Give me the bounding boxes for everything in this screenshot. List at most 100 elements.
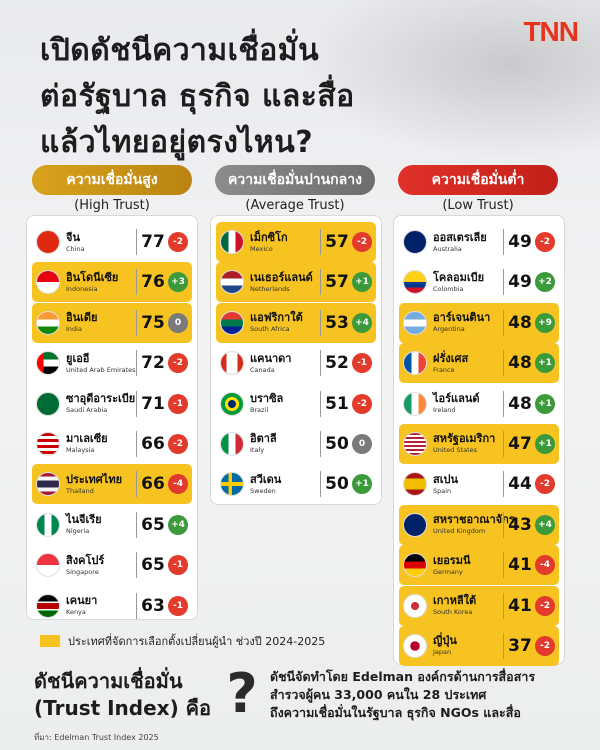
low-trust-list: ออสเตรเลีย Australia 49 -2 โคลอมเบีย Colombia… <box>393 215 565 666</box>
country-name-th: ไนจีเรีย <box>66 513 102 527</box>
trust-score: 66 <box>141 433 165 454</box>
country-row-za: แอฟริกาใต้ South Africa 53 +4 <box>216 302 376 343</box>
country-name-th: สหรัฐอเมริกา <box>433 432 496 446</box>
trust-score: 43 <box>508 514 532 535</box>
country-name-en: South Korea <box>433 608 473 617</box>
score-change-badge: +1 <box>352 272 372 293</box>
country-row-nl: เนเธอร์แลนด์ Netherlands 57 +1 <box>216 262 376 303</box>
country-row-br: บราซิล Brazil 51 -2 <box>216 384 376 424</box>
divider <box>503 269 504 296</box>
country-name-en: Brazil <box>250 406 269 415</box>
country-name-en: South Africa <box>250 325 290 334</box>
description-line-1: ดัชนีจัดทำโดย Edelman องค์กรด้านการสื่อส… <box>270 669 536 684</box>
flag-za-icon <box>220 310 244 335</box>
description-line-2: สำรวจผู้คน 33,000 คนใน 28 ประเทศ <box>270 687 487 702</box>
country-name-th: สหราชอาณาจักร <box>433 513 515 527</box>
country-row-ie: ไอร์แลนด์ Ireland 48 +1 <box>399 384 559 424</box>
score-change-badge: +9 <box>535 312 555 333</box>
high-trust-list: จีน China 77 -2 อินโดนีเซีย Indonesia 76 +3 อินเ… <box>26 215 198 620</box>
country-names: สหราชอาณาจักร United Kingdom <box>433 513 515 536</box>
average-trust-subtitle: (Average Trust) <box>245 198 345 213</box>
score-change-badge: 0 <box>352 433 372 454</box>
country-row-ae: ยูเออี United Arab Emirates 72 -2 <box>32 343 192 383</box>
score-change-badge: -2 <box>535 232 555 252</box>
flag-it-icon <box>220 431 244 456</box>
country-name-th: จีน <box>66 230 80 244</box>
divider <box>503 430 504 457</box>
score-change-badge: -4 <box>535 555 555 576</box>
country-row-kr: เกาหลีใต้ South Korea 41 -2 <box>399 585 559 626</box>
trust-score: 50 <box>325 433 349 454</box>
trust-score: 51 <box>325 393 349 414</box>
country-names: ประเทศไทย Thailand <box>66 473 132 496</box>
country-names: เกาหลีใต้ South Korea <box>433 594 499 617</box>
country-name-en: Sweden <box>250 486 276 495</box>
trust-score: 57 <box>325 272 349 293</box>
trust-score: 71 <box>141 393 165 414</box>
score-change-badge: +1 <box>535 393 555 414</box>
flag-kr-icon <box>403 593 427 618</box>
low-trust-subtitle: (Low Trust) <box>442 198 514 213</box>
trust-score: 44 <box>508 474 532 495</box>
country-name-th: ซาอุดีอาระเบีย <box>66 392 136 406</box>
source-note: ที่มา: Edelman Trust Index 2025 <box>34 733 159 742</box>
country-name-th: ไอร์แลนด์ <box>433 392 480 406</box>
divider <box>503 511 504 538</box>
high-trust-header: ความเชื่อมั่นสูง (High Trust) <box>27 165 197 213</box>
trust-index-description: ดัชนีจัดทำโดย Edelman องค์กรด้านการสื่อส… <box>270 668 590 722</box>
trust-index-line-1: ดัชนีความเชื่อมั่น <box>34 669 183 693</box>
score-change-badge: -2 <box>352 393 372 414</box>
high-trust-subtitle: (High Trust) <box>74 198 150 213</box>
score-change-badge: +3 <box>168 272 188 293</box>
divider <box>503 229 504 255</box>
country-names: เม็กซิโก Mexico <box>250 231 316 254</box>
trust-score: 76 <box>141 272 165 293</box>
country-name-th: สวีเดน <box>250 472 282 486</box>
score-change-badge: 0 <box>168 312 188 333</box>
trust-score: 63 <box>141 595 165 616</box>
question-mark-icon: ? <box>226 662 258 725</box>
score-change-badge: +2 <box>535 272 555 293</box>
country-names: สิงคโปร์ Singapore <box>66 554 132 577</box>
country-names: เยอรมนี Germany <box>433 554 499 577</box>
trust-score: 72 <box>141 353 165 374</box>
legend: ประเทศที่จัดการเลือกตั้งเปลี่ยนผู้นำ ช่ว… <box>40 632 325 650</box>
country-name-en: Nigeria <box>66 527 90 536</box>
flag-my-icon <box>36 431 60 456</box>
country-row-au: ออสเตรเลีย Australia 49 -2 <box>399 222 559 262</box>
country-name-th: ฝรั่งเศส <box>433 351 469 365</box>
divider <box>136 430 137 457</box>
divider <box>503 592 504 619</box>
score-change-badge: -1 <box>168 393 188 414</box>
country-name-en: United States <box>433 446 478 455</box>
country-row-id: อินโดนีเซีย Indonesia 76 +3 <box>32 262 192 303</box>
score-change-badge: +1 <box>352 474 372 495</box>
divider <box>136 269 137 296</box>
divider <box>503 471 504 498</box>
divider <box>503 390 504 417</box>
score-change-badge: -2 <box>535 635 555 656</box>
country-row-it: อิตาลี Italy 50 0 <box>216 424 376 464</box>
country-name-en: Singapore <box>66 567 99 576</box>
flag-de-icon <box>403 553 427 578</box>
score-change-badge: +4 <box>168 514 188 535</box>
trust-score: 65 <box>141 555 165 576</box>
country-row-mx: เม็กซิโก Mexico 57 -2 <box>216 222 376 262</box>
divider <box>136 229 137 255</box>
country-names: อาร์เจนตินา Argentina <box>433 311 499 334</box>
trust-score: 77 <box>141 232 165 252</box>
country-names: ไอร์แลนด์ Ireland <box>433 392 499 415</box>
page-title: เปิดดัชนีความเชื่อมั่น ต่อรัฐบาล ธุรกิจ … <box>40 28 355 166</box>
country-name-en: France <box>433 365 455 374</box>
country-names: ไนจีเรีย Nigeria <box>66 513 132 536</box>
country-name-en: Indonesia <box>66 284 98 293</box>
flag-ca-icon <box>220 351 244 376</box>
divider <box>503 632 504 659</box>
country-row-fr: ฝรั่งเศส France 48 +1 <box>399 343 559 384</box>
flag-mx-icon <box>220 230 244 254</box>
country-names: ญี่ปุ่น Japan <box>433 634 499 657</box>
divider <box>503 552 504 579</box>
country-names: สเปน Spain <box>433 473 499 496</box>
country-name-en: China <box>66 244 85 253</box>
divider <box>136 309 137 336</box>
